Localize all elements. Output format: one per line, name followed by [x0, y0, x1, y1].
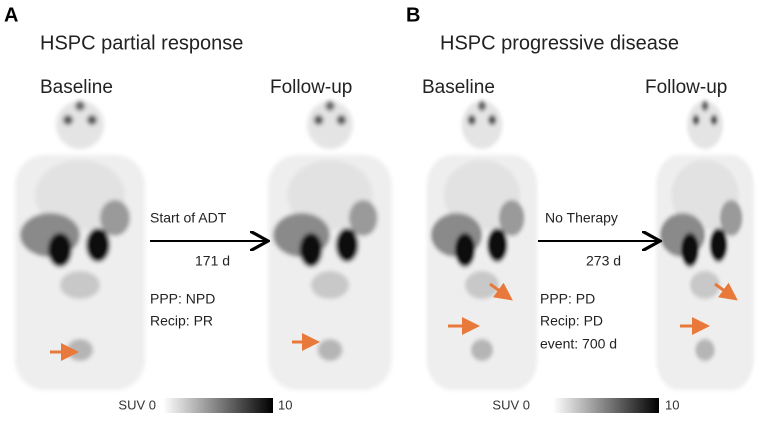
- pet-image: [15, 101, 145, 390]
- arrow-bottom-label: 171 d: [195, 253, 230, 269]
- colorbar: [163, 398, 273, 413]
- baseline-label: Baseline: [40, 77, 113, 98]
- lesion-arrow: [714, 282, 738, 301]
- pet-image: [268, 101, 392, 390]
- lesion-arrow: [489, 282, 513, 301]
- colorbar-min: SUV 0: [118, 397, 156, 412]
- colorbar: [553, 398, 659, 413]
- panel-title: HSPC progressive disease: [440, 32, 679, 54]
- arrow-top-label: No Therapy: [545, 210, 618, 226]
- note: PPP: PD: [540, 291, 595, 307]
- pet-image: [656, 101, 754, 390]
- colorbar-max: 10: [278, 397, 292, 412]
- note: event: 700 d: [540, 336, 617, 352]
- note: Recip: PR: [150, 313, 213, 329]
- baseline-label: Baseline: [422, 77, 495, 98]
- panel-label: B: [406, 4, 420, 26]
- followup-label: Follow-up: [645, 77, 727, 98]
- note: Recip: PD: [540, 313, 603, 329]
- arrow-bottom-label: 273 d: [586, 253, 621, 269]
- colorbar-min: SUV 0: [492, 397, 530, 412]
- note: PPP: NPD: [150, 291, 215, 307]
- followup-label: Follow-up: [270, 77, 352, 98]
- panel-label: A: [4, 4, 18, 26]
- arrow-top-label: Start of ADT: [150, 210, 227, 226]
- colorbar-max: 10: [665, 397, 679, 412]
- pet-image: [427, 101, 538, 390]
- panel-title: HSPC partial response: [40, 32, 243, 54]
